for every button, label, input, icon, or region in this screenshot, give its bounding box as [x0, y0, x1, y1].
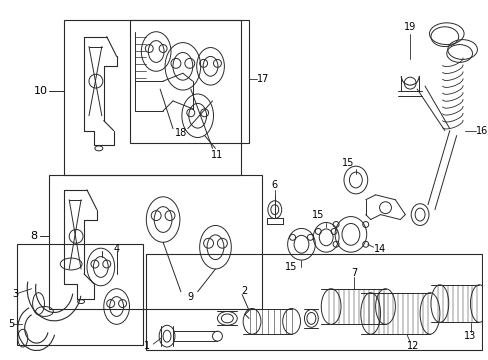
Bar	[17, 244, 143, 345]
Text: 14: 14	[373, 244, 385, 254]
Bar	[64, 20, 241, 175]
Bar	[49, 175, 262, 309]
Text: 8: 8	[30, 231, 38, 241]
Text: 5: 5	[8, 319, 14, 329]
Text: 9: 9	[187, 292, 193, 302]
Text: 4: 4	[113, 244, 120, 254]
Text: 2: 2	[241, 286, 247, 296]
Text: 7: 7	[350, 268, 356, 278]
Text: 12: 12	[406, 341, 419, 351]
Text: 13: 13	[464, 331, 476, 341]
Text: 15: 15	[311, 210, 324, 220]
Text: 10: 10	[33, 86, 47, 96]
Text: 1: 1	[144, 341, 150, 351]
Text: 3: 3	[12, 289, 18, 299]
Text: 11: 11	[211, 150, 223, 160]
Text: 16: 16	[475, 126, 488, 136]
Text: 15: 15	[341, 158, 353, 168]
Text: 18: 18	[174, 127, 186, 138]
Text: 17: 17	[257, 74, 269, 84]
Text: 15: 15	[285, 262, 297, 272]
Bar	[146, 254, 481, 350]
Text: 19: 19	[403, 22, 415, 32]
Bar	[130, 20, 248, 143]
Text: 6: 6	[271, 180, 277, 190]
